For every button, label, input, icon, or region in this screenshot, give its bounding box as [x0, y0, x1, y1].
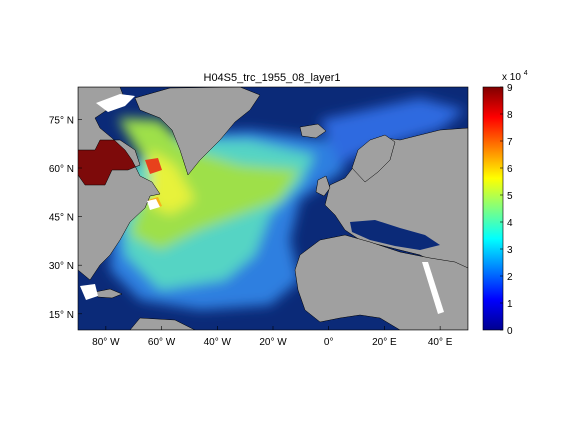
colorbar-tick-label: 8 [507, 110, 513, 121]
greenland-land [134, 87, 261, 176]
labrador-no-data [147, 199, 160, 210]
scandinavia-land [351, 134, 396, 183]
lat-tick-label: 75° N [49, 115, 74, 126]
gulf-of-mexico-no-data [80, 284, 98, 300]
lon-tick-label: 20° E [372, 337, 397, 348]
lon-tick-label: 40° E [428, 337, 453, 348]
colorbar-tick-label: 7 [507, 137, 513, 148]
lon-tick-label: 60° W [148, 337, 176, 348]
colorbar-tick-label: 5 [507, 191, 513, 202]
north-america-land [78, 87, 161, 281]
british-isles-land [315, 175, 331, 197]
africa-land [294, 234, 468, 330]
red-sea-no-data [422, 262, 444, 314]
south-america-land [129, 317, 196, 330]
map-panel [78, 87, 468, 330]
land-masses [78, 87, 468, 330]
ocean-field-north-blue [320, 98, 465, 165]
arctic-no-data [96, 94, 135, 112]
colorbar-tick-label: 3 [507, 245, 513, 256]
colorbar-tick-label: 4 [507, 218, 513, 229]
ocean-field-hotspot [145, 158, 162, 174]
mediterranean-mask [350, 220, 440, 250]
lat-tick-label: 60° N [49, 164, 74, 175]
colorbar-multiplier: x 10 4 [502, 70, 528, 83]
hudson-bay-max [78, 140, 140, 185]
lon-tick-label: 20° W [259, 337, 287, 348]
lon-tick-label: 0° [324, 337, 334, 348]
colorbar-multiplier-exponent: 4 [524, 70, 528, 77]
colorbar: 0 1 2 3 4 5 6 7 8 9 x 10 4 [482, 70, 528, 337]
colorbar-tick-label: 6 [507, 164, 513, 175]
colorbar-tick-label: 2 [507, 272, 513, 283]
lat-tick-label: 15° N [49, 310, 74, 321]
longitude-axis: 80° W 60° W 40° W 20° W 0° 20° E 40° E [92, 326, 453, 348]
map-title: H04S5_trc_1955_08_layer1 [204, 72, 341, 84]
ocean-field-yellow [150, 150, 195, 215]
colorbar-tick-label: 1 [507, 299, 513, 310]
colorbar-tick-label: 0 [507, 326, 513, 337]
lon-tick-label: 40° W [204, 337, 232, 348]
lat-tick-label: 30° N [49, 261, 74, 272]
lon-tick-label: 80° W [92, 337, 120, 348]
colorbar-ticks: 0 1 2 3 4 5 6 7 8 9 [500, 83, 513, 337]
colorbar-tick-label: 9 [507, 83, 513, 94]
iceland-land [299, 123, 327, 139]
ocean-field-green [118, 118, 300, 250]
latitude-axis: 75° N 60° N 45° N 30° N 15° N [49, 115, 82, 321]
colorbar-multiplier-base: x 10 [502, 72, 521, 83]
colorbar-gradient [482, 86, 504, 331]
lat-tick-label: 45° N [49, 213, 74, 224]
no-data-regions [80, 94, 444, 314]
